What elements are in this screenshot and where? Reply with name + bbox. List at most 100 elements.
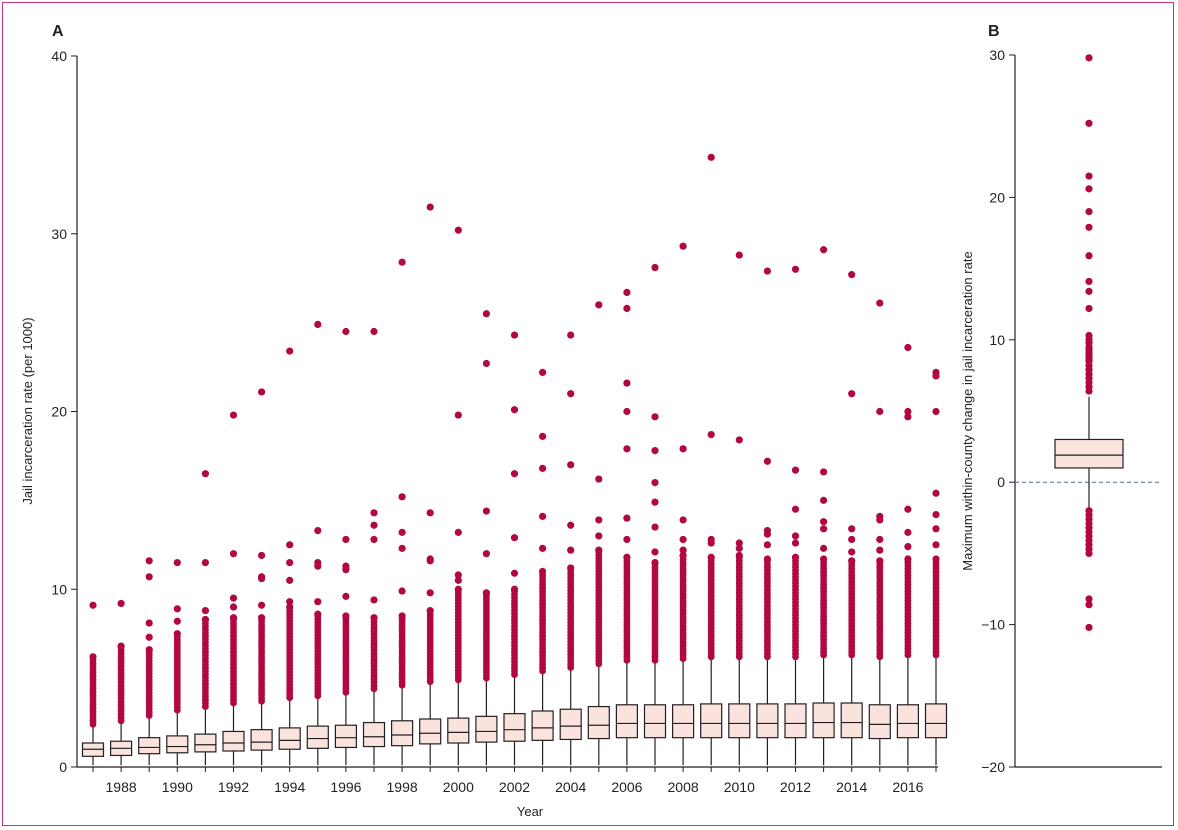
panel-a-box: [222, 730, 245, 752]
panel-a-outlier: [314, 526, 322, 535]
panel-a-outlier: [286, 576, 294, 584]
panel-a-box: [447, 717, 470, 744]
panel-a-box: [306, 725, 329, 749]
panel-a-outlier: [904, 528, 912, 536]
panel-a-outlier: [932, 541, 940, 549]
panel-a-outlier: [482, 589, 490, 597]
panel-a-outlier: [201, 615, 209, 624]
panel-a-box: [615, 704, 639, 739]
panel-a-outlier: [539, 368, 547, 376]
panel-a-box: [250, 729, 273, 751]
panel-a-outlier: [651, 263, 659, 272]
panel-a-outlier: [735, 539, 743, 547]
panel-b-outlier: [1085, 208, 1093, 216]
panel-a-xtick-label: 2016: [892, 779, 923, 795]
panel-a-outlier: [623, 288, 631, 297]
panel-a-outlier: [820, 544, 828, 552]
panel-a-outlier: [735, 544, 743, 552]
panel-a-box: [559, 708, 582, 741]
panel-a-outlier: [791, 466, 800, 474]
panel-a-outlier: [342, 535, 350, 544]
panel-a-outlier: [258, 551, 266, 560]
panel-a-outlier: [539, 512, 547, 520]
panel-a-outlier: [679, 551, 687, 560]
panel-a-outlier: [510, 569, 519, 577]
panel-a-outlier: [117, 642, 125, 650]
panel-a-outlier: [510, 470, 519, 478]
panel-a-ytick-label: 20: [51, 404, 67, 420]
panel-a-outlier: [567, 390, 575, 398]
panel-a-outlier: [510, 331, 519, 339]
panel-a-outlier: [426, 606, 434, 615]
panel-a-outlier: [820, 496, 828, 504]
panel-a-outlier: [932, 489, 940, 497]
panel-a-box: [896, 704, 920, 739]
panel-a-outlier: [567, 564, 575, 572]
panel-a-ylabel: Jail incarceration rate (per 1000): [20, 317, 35, 504]
panel-a-outlier: [932, 510, 940, 519]
panel-a-outlier: [876, 407, 884, 416]
panel-a-outlier: [567, 521, 575, 529]
panel-a-outlier: [314, 320, 322, 329]
panel-b-label: B: [988, 23, 1000, 40]
panel-a-outlier: [482, 359, 490, 368]
panel-a-outlier: [342, 327, 350, 336]
panel-a-outlier: [117, 599, 125, 608]
panel-a-outlier: [370, 509, 378, 517]
panel-a-outlier: [370, 535, 378, 544]
panel-a-outlier: [258, 601, 266, 609]
panel-a-outlier: [286, 603, 294, 611]
panel-a-outlier: [651, 479, 659, 487]
panel-a-outlier: [791, 505, 800, 513]
panel-a-outlier: [482, 507, 490, 515]
panel-a-box: [924, 703, 948, 739]
panel-a-xtick-label: 2014: [836, 779, 867, 795]
panel-a-outlier: [426, 557, 434, 565]
panel-a-outlier: [623, 304, 631, 313]
panel-a-outlier: [145, 557, 153, 565]
panel-a-outlier: [763, 457, 772, 465]
panel-a-outlier: [342, 592, 350, 600]
panel-a-outlier: [623, 535, 631, 544]
panel-a-outlier: [398, 493, 406, 501]
panel-a-outlier: [145, 633, 153, 641]
panel-a-ytick-label: 40: [51, 48, 67, 64]
panel-b-box: [1054, 438, 1124, 469]
panel-a-label: A: [52, 23, 64, 40]
panel-a-outlier: [314, 598, 322, 606]
panel-a-outlier: [904, 505, 912, 513]
panel-a-outlier: [876, 299, 884, 307]
panel-a-outlier: [876, 557, 884, 565]
panel-b-outlier: [1085, 595, 1093, 603]
panel-a-outlier: [258, 574, 266, 583]
panel-a-xlabel: Year: [517, 804, 544, 819]
panel-a-outlier: [482, 310, 490, 318]
panel-a-outlier: [904, 343, 912, 352]
panel-a-outlier: [651, 498, 659, 506]
panel-a-outlier: [932, 372, 940, 380]
panel-a-outlier: [820, 555, 828, 563]
panel-b-plot: −20 −10 0 10 20 30: [981, 47, 1162, 775]
panel-a-outlier: [791, 553, 800, 561]
panel-a-xtick-label: 2006: [611, 779, 642, 795]
panel-a-outlier: [848, 525, 856, 533]
panel-a-outlier: [595, 301, 603, 309]
panel-a-outlier: [426, 589, 434, 597]
panel-a-outlier: [173, 558, 181, 567]
panel-b-ytick-label: 30: [989, 47, 1005, 63]
panel-a-outlier: [623, 514, 631, 522]
panel-a-outlier: [229, 603, 238, 611]
panel-a-outlier: [595, 516, 603, 524]
panel-b-outlier: [1085, 277, 1093, 286]
panel-a-outlier: [567, 461, 575, 469]
panel-a-outlier: [820, 246, 828, 254]
panel-a-outlier: [510, 406, 519, 414]
panel-a-outlier: [707, 431, 715, 439]
panel-a-outlier: [735, 551, 743, 560]
panel-a-outlier: [735, 436, 743, 444]
panel-a-outlier: [651, 548, 659, 556]
panel-a-outlier: [173, 605, 181, 613]
panel-a-outlier: [679, 445, 687, 453]
panel-a-box: [587, 705, 610, 740]
panel-a-box: [334, 724, 357, 749]
